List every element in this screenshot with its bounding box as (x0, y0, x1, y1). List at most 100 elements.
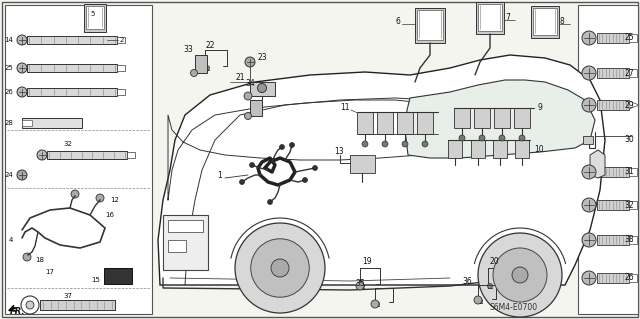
Bar (117, 89, 125, 95)
Circle shape (582, 271, 596, 285)
Circle shape (268, 199, 273, 204)
Text: 5: 5 (91, 11, 95, 17)
Circle shape (289, 143, 294, 147)
Bar (597, 33, 629, 43)
Circle shape (519, 135, 525, 141)
Text: 9: 9 (538, 103, 543, 113)
Circle shape (582, 66, 596, 80)
Bar (597, 100, 629, 110)
Circle shape (374, 301, 380, 307)
Bar (583, 136, 593, 144)
Circle shape (37, 150, 47, 160)
Circle shape (244, 92, 252, 100)
Bar (454, 108, 470, 128)
Bar (47, 151, 127, 159)
Bar (478, 4, 502, 31)
Circle shape (312, 166, 317, 170)
Bar (597, 235, 629, 245)
Bar (494, 108, 510, 128)
Bar (515, 140, 529, 158)
Text: 33: 33 (183, 46, 193, 55)
Bar (168, 240, 186, 252)
Circle shape (23, 253, 31, 261)
Bar (597, 167, 629, 177)
Bar (629, 34, 637, 42)
Bar (629, 69, 637, 77)
Bar (117, 37, 125, 43)
Circle shape (17, 35, 27, 45)
Circle shape (582, 233, 596, 247)
Text: 14: 14 (4, 37, 13, 43)
Bar (417, 112, 433, 134)
Text: 2: 2 (120, 37, 124, 43)
Bar (117, 65, 125, 71)
Circle shape (382, 141, 388, 147)
Circle shape (235, 223, 325, 313)
Text: 6: 6 (395, 18, 400, 26)
Circle shape (17, 63, 27, 73)
Text: FR.: FR. (10, 308, 26, 316)
Bar (84, 4, 106, 32)
Text: 38: 38 (625, 235, 634, 244)
Circle shape (205, 65, 209, 70)
Text: 37: 37 (63, 293, 72, 299)
Text: 22: 22 (205, 41, 215, 50)
Bar (514, 108, 530, 128)
Circle shape (251, 239, 309, 297)
Text: 1: 1 (217, 170, 222, 180)
Bar (27, 64, 117, 72)
Circle shape (512, 267, 528, 283)
Circle shape (499, 135, 505, 141)
Circle shape (239, 180, 244, 184)
Text: 7: 7 (505, 13, 510, 23)
Text: 36: 36 (462, 278, 472, 286)
Bar (597, 68, 629, 78)
Text: 16: 16 (105, 212, 114, 218)
Bar (5, 5, 152, 314)
Bar (415, 8, 445, 42)
Bar (629, 236, 637, 244)
Circle shape (362, 141, 368, 147)
Text: 25: 25 (4, 65, 13, 71)
Polygon shape (590, 150, 605, 178)
Circle shape (478, 233, 562, 317)
Text: 18: 18 (35, 257, 44, 263)
Circle shape (191, 70, 198, 77)
Circle shape (479, 135, 485, 141)
Text: 10: 10 (534, 145, 543, 154)
Circle shape (459, 135, 465, 141)
Circle shape (250, 162, 255, 167)
Text: 11: 11 (340, 102, 350, 112)
Circle shape (244, 113, 252, 120)
Circle shape (477, 299, 483, 303)
Text: 28: 28 (4, 120, 13, 126)
Circle shape (271, 259, 289, 277)
Text: 29: 29 (625, 100, 634, 109)
Text: 23: 23 (258, 54, 268, 63)
Text: 19: 19 (362, 257, 372, 266)
Circle shape (17, 170, 27, 180)
Circle shape (582, 165, 596, 179)
Text: 31: 31 (625, 167, 634, 176)
Bar (629, 201, 637, 209)
Polygon shape (629, 101, 639, 109)
Bar (629, 168, 637, 176)
Text: 27: 27 (625, 69, 634, 78)
Polygon shape (405, 80, 595, 158)
Bar (597, 200, 629, 210)
Text: 12: 12 (110, 197, 119, 203)
Text: 21: 21 (236, 73, 245, 83)
Bar (397, 112, 413, 134)
Text: 34: 34 (245, 78, 255, 87)
Circle shape (71, 190, 79, 198)
Circle shape (582, 98, 596, 112)
Text: 32: 32 (625, 201, 634, 210)
Text: 24: 24 (4, 172, 13, 178)
Bar (629, 274, 637, 282)
Bar (250, 82, 275, 96)
Circle shape (582, 31, 596, 45)
Circle shape (402, 141, 408, 147)
Bar (476, 2, 504, 34)
Bar (22, 120, 32, 126)
Text: 35: 35 (355, 279, 365, 288)
